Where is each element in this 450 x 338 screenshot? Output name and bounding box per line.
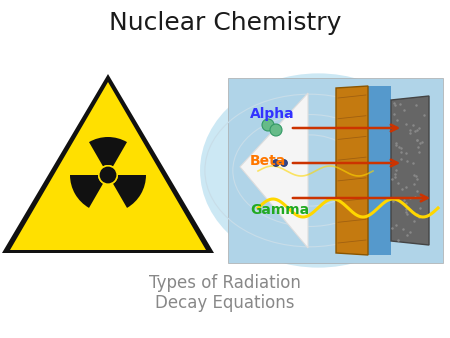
- Circle shape: [98, 165, 118, 185]
- Circle shape: [273, 160, 279, 167]
- FancyBboxPatch shape: [228, 78, 443, 263]
- Text: Gamma: Gamma: [250, 203, 309, 217]
- Circle shape: [99, 167, 117, 184]
- Polygon shape: [391, 96, 429, 245]
- Polygon shape: [10, 82, 206, 250]
- Wedge shape: [113, 175, 146, 208]
- Circle shape: [270, 124, 282, 136]
- Text: Decay Equations: Decay Equations: [155, 294, 295, 312]
- Wedge shape: [89, 137, 127, 166]
- Ellipse shape: [200, 73, 436, 268]
- Text: Alpha: Alpha: [250, 107, 295, 121]
- Circle shape: [262, 119, 274, 131]
- Polygon shape: [2, 74, 214, 253]
- Wedge shape: [70, 175, 103, 208]
- Polygon shape: [240, 93, 308, 248]
- Polygon shape: [336, 86, 368, 255]
- Circle shape: [280, 160, 288, 167]
- Text: Types of Radiation: Types of Radiation: [149, 274, 301, 292]
- Text: Nuclear Chemistry: Nuclear Chemistry: [109, 11, 341, 35]
- FancyBboxPatch shape: [368, 86, 391, 255]
- Text: Beta: Beta: [250, 154, 286, 168]
